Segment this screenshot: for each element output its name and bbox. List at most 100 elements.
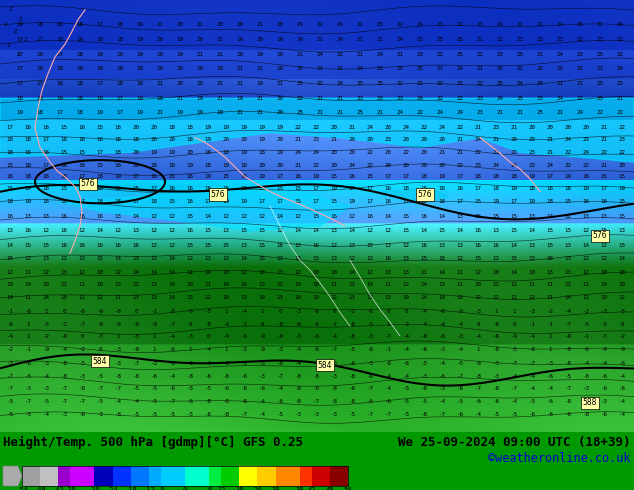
Text: 15: 15 [619, 214, 626, 219]
Text: 15: 15 [205, 243, 212, 248]
Text: -4: -4 [564, 309, 571, 314]
Text: 17: 17 [205, 199, 212, 204]
Text: 19: 19 [136, 96, 143, 101]
Text: 17: 17 [349, 186, 356, 191]
Text: 19: 19 [223, 125, 230, 130]
Text: 10: 10 [60, 295, 67, 300]
Text: 584: 584 [93, 357, 107, 366]
Text: 18: 18 [60, 137, 67, 142]
Text: 10: 10 [529, 270, 536, 274]
Text: -6: -6 [366, 399, 373, 404]
Text: -8: -8 [384, 361, 392, 366]
Text: -3: -3 [474, 309, 481, 314]
Text: -6: -6 [96, 361, 103, 366]
Text: -8: -8 [529, 347, 536, 352]
Text: -4: -4 [223, 321, 230, 327]
Text: -6: -6 [600, 374, 607, 379]
Text: 17: 17 [42, 137, 49, 142]
Text: 18: 18 [56, 37, 63, 42]
Text: 18: 18 [56, 81, 63, 86]
Text: 13: 13 [79, 256, 86, 261]
Text: 22: 22 [313, 163, 320, 168]
Text: -9: -9 [456, 309, 463, 314]
Text: 19: 19 [223, 199, 230, 204]
Text: 18: 18 [169, 125, 176, 130]
Text: 21: 21 [257, 110, 264, 116]
Text: 24: 24 [557, 51, 564, 56]
Text: -8: -8 [474, 374, 481, 379]
Text: 13: 13 [150, 282, 157, 287]
Text: 20: 20 [223, 137, 230, 142]
Text: -2: -2 [42, 334, 49, 340]
Text: -7: -7 [276, 374, 283, 379]
Text: 20: 20 [384, 150, 392, 155]
Text: 23: 23 [496, 51, 503, 56]
Text: 18: 18 [96, 96, 103, 101]
Text: -6: -6 [600, 412, 607, 417]
Text: -5: -5 [420, 361, 427, 366]
Text: 21: 21 [349, 125, 356, 130]
Text: 13: 13 [133, 295, 139, 300]
Text: -8: -8 [60, 361, 67, 366]
Text: 20: 20 [197, 37, 204, 42]
Text: 14: 14 [510, 270, 517, 274]
Text: 18: 18 [25, 174, 32, 179]
Text: 16: 16 [96, 214, 103, 219]
Text: 12: 12 [583, 295, 590, 300]
Text: 13: 13 [276, 295, 283, 300]
Text: -8: -8 [276, 321, 283, 327]
Text: -4: -4 [439, 399, 446, 404]
Text: 24: 24 [297, 22, 304, 27]
Text: -4: -4 [403, 334, 410, 340]
Text: 13: 13 [456, 214, 463, 219]
Text: 13: 13 [150, 295, 157, 300]
Text: -5: -5 [96, 374, 103, 379]
Text: -4: -4 [510, 374, 517, 379]
Text: 13: 13 [564, 282, 571, 287]
Text: -7: -7 [474, 387, 481, 392]
Text: 22: 22 [474, 150, 481, 155]
Text: -5: -5 [349, 347, 356, 352]
Text: 14: 14 [169, 282, 176, 287]
Text: 14: 14 [456, 228, 463, 233]
Text: 22: 22 [496, 37, 503, 42]
Text: -3: -3 [547, 361, 553, 366]
Text: 18: 18 [205, 163, 212, 168]
Text: 24: 24 [517, 81, 524, 86]
Text: 17: 17 [96, 150, 103, 155]
Text: 15: 15 [259, 228, 266, 233]
Bar [58, 466, 70, 486]
Text: 21: 21 [236, 81, 243, 86]
Text: 14: 14 [169, 256, 176, 261]
Text: 19: 19 [197, 110, 204, 116]
Text: -42: -42 [52, 487, 65, 490]
Bar [209, 466, 221, 486]
Text: 25: 25 [377, 81, 384, 86]
Text: 18: 18 [37, 66, 44, 71]
Text: 17: 17 [474, 186, 481, 191]
Text: -9: -9 [564, 347, 571, 352]
Text: -7: -7 [6, 374, 13, 379]
Bar [239, 466, 257, 486]
Text: -2: -2 [6, 347, 13, 352]
Text: -7: -7 [169, 321, 176, 327]
Text: 19: 19 [205, 174, 212, 179]
Text: -9: -9 [420, 334, 427, 340]
Text: -1: -1 [25, 347, 32, 352]
Text: 17: 17 [403, 199, 410, 204]
Text: -6: -6 [79, 309, 86, 314]
Text: 20: 20 [547, 125, 553, 130]
Text: 19: 19 [259, 174, 266, 179]
Text: 21: 21 [197, 22, 204, 27]
Text: -6: -6 [169, 387, 176, 392]
Text: 12: 12 [223, 214, 230, 219]
Text: 0: 0 [332, 309, 336, 314]
Text: 17: 17 [56, 110, 63, 116]
Text: 16: 16 [456, 186, 463, 191]
Text: 18: 18 [439, 186, 446, 191]
Text: -8: -8 [493, 347, 500, 352]
Text: -7: -7 [439, 412, 446, 417]
Text: 17: 17 [276, 199, 283, 204]
Text: 22: 22 [517, 66, 524, 71]
Text: 16: 16 [240, 174, 247, 179]
